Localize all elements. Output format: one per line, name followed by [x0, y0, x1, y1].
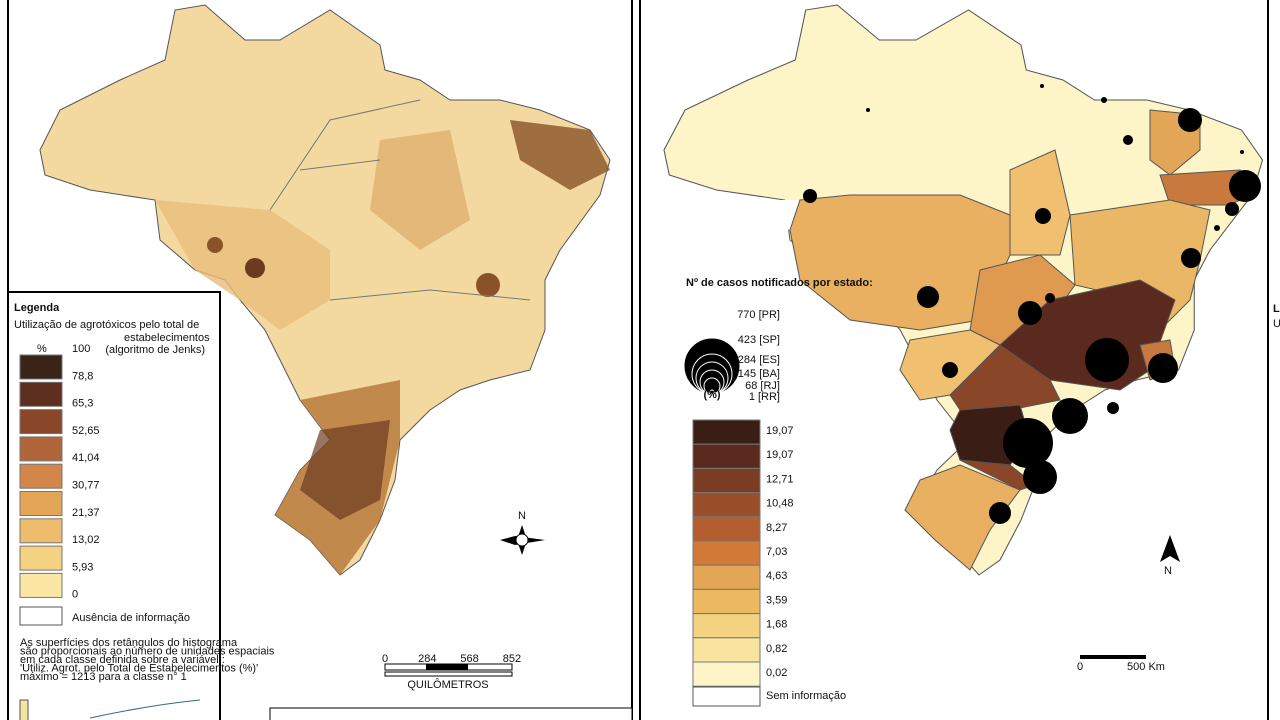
right-frame — [639, 0, 1269, 720]
legend-swatch — [19, 518, 63, 544]
legend-subtitle: Utilização de agrotóxicos pelo total de — [14, 319, 199, 331]
legend-swatch — [692, 540, 761, 566]
scale-unit: QUILÔMETROS — [407, 678, 488, 691]
legend-swatch — [692, 613, 761, 639]
legend-swatch — [692, 661, 761, 687]
legend-class-label: 5,93 — [72, 561, 93, 573]
left-scale-bar — [384, 663, 513, 677]
no-info-label: Sem informação — [766, 690, 846, 702]
legend-class-label: 4,63 — [766, 570, 787, 582]
legend-swatch — [19, 545, 63, 571]
legend-class-label: 1,68 — [766, 619, 787, 631]
legend-class-label: 3,59 — [766, 594, 787, 606]
legend-unit: % — [37, 343, 47, 355]
legend-subtitle: estabelecimentos — [124, 332, 210, 344]
legend-swatch — [19, 436, 63, 462]
scale-tick: 0 — [382, 653, 388, 665]
left-map — [39, 4, 611, 576]
legend-class-label: 19,07 — [766, 425, 794, 437]
right-north-arrow: N — [1160, 535, 1180, 577]
legend-swatch — [19, 381, 63, 407]
legend-swatch — [692, 564, 761, 590]
legend-class-label: 0 — [72, 589, 78, 601]
right-scale-bar — [1080, 655, 1146, 659]
legend-swatch — [19, 463, 63, 489]
bubble-legend-label: 68 [RJ] — [745, 380, 780, 392]
legend-class-label: 10,48 — [766, 498, 794, 510]
bubble-legend-label: 770 [PR] — [737, 309, 780, 321]
bubble-legend-symbol — [709, 389, 715, 395]
edge-title: L — [1273, 303, 1280, 315]
legend-swatch — [692, 637, 761, 663]
legend-swatch — [692, 588, 761, 615]
legend-class-label: 19,07 — [766, 449, 794, 461]
legend-method: (algoritmo de Jenks) — [105, 344, 205, 356]
bubble-legend-label: 145 [BA] — [738, 368, 780, 380]
scale-tick: 500 Km — [1127, 661, 1165, 673]
legend-note: 'Utiliz. Agrot. pelo Total de Estabeleci… — [20, 663, 258, 675]
legend-swatch — [692, 419, 761, 445]
legend-swatch — [692, 492, 761, 518]
no-info-swatch — [19, 606, 63, 626]
bubble-legend-label: 1 [RR] — [749, 391, 780, 403]
left-north-arrow: N — [500, 510, 545, 555]
no-info-swatch — [692, 686, 761, 707]
legend-note: em cada classe definida sobre a variável… — [20, 654, 225, 666]
legend-note: máximo = 1213 para a classe n° 1 — [20, 671, 187, 683]
legend-class-label: 78,8 — [72, 370, 93, 382]
legend-swatch — [692, 516, 761, 542]
legend-class-label: 41,04 — [72, 452, 100, 464]
histogram-bar — [19, 699, 29, 720]
curve — [89, 699, 201, 719]
legend-swatch — [692, 443, 761, 469]
legend-class-label: 100 — [72, 343, 90, 355]
legend-class-label: 52,65 — [72, 425, 100, 437]
scale-tick: 0 — [1077, 661, 1083, 673]
no-info-label: Ausência de informação — [72, 612, 190, 624]
edge-subtitle: U — [1273, 318, 1280, 330]
scale-tick: 284 — [418, 653, 436, 665]
north-label: N — [518, 510, 526, 522]
legend-note: são proporcionais ao número de unidades … — [20, 646, 275, 658]
legend-class-label: 8,27 — [766, 522, 787, 534]
legend-swatch — [19, 491, 63, 516]
legend-class-label: 13,02 — [72, 534, 100, 546]
legend-swatch — [19, 409, 63, 435]
legend-class-label: 0,82 — [766, 643, 787, 655]
legend-title: Legenda — [14, 302, 60, 314]
legend-swatch — [19, 354, 63, 380]
legend-class-label: 7,03 — [766, 546, 787, 558]
scale-tick: 568 — [460, 653, 478, 665]
legend-class-label: 30,77 — [72, 480, 100, 492]
legend-swatch — [692, 467, 761, 494]
north-label: N — [1164, 565, 1172, 577]
right-map — [663, 4, 1264, 576]
bottom-box — [269, 707, 633, 720]
bubble-legend-label: 284 [ES] — [738, 354, 780, 366]
legend-class-label: 12,71 — [766, 473, 794, 485]
legend-class-label: 0,02 — [766, 667, 787, 679]
legend-swatch — [19, 572, 63, 598]
bubble-legend-label: 423 [SP] — [738, 334, 780, 346]
bubble-legend-title: Nº de casos notificados por estado: — [686, 277, 873, 289]
legend-note: As superfícies dos retângulos do histogr… — [20, 637, 238, 649]
pct-unit: (%) — [703, 389, 720, 401]
scale-tick: 852 — [503, 653, 521, 665]
legend-class-label: 21,37 — [72, 507, 100, 519]
legend-class-label: 65,3 — [72, 398, 93, 410]
